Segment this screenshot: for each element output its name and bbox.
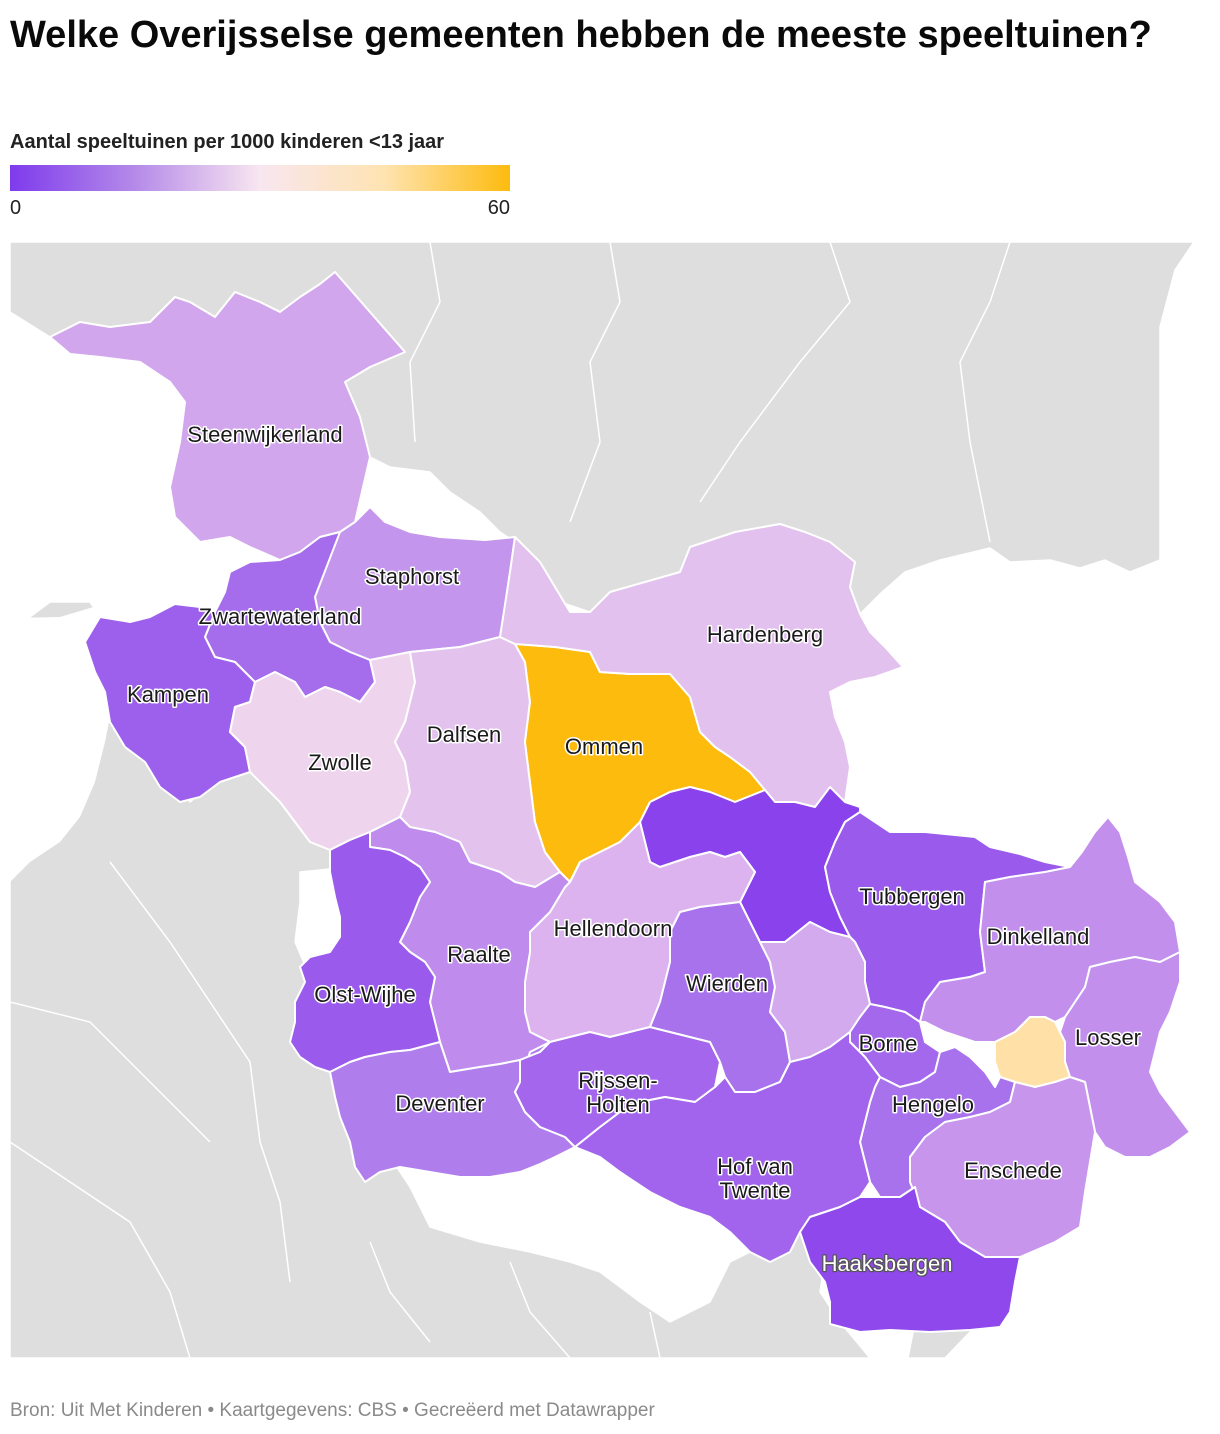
label-hellendoorn: Hellendoorn bbox=[554, 916, 673, 941]
label-tubbergen: Tubbergen bbox=[859, 884, 965, 909]
legend-color-scale bbox=[10, 165, 510, 191]
ijsselmeer-waterway bbox=[10, 557, 245, 882]
label-kampen: Kampen bbox=[127, 682, 209, 707]
source-credit: Bron: Uit Met Kinderen • Kaartgegevens: … bbox=[10, 1400, 655, 1421]
label-enschede: Enschede bbox=[964, 1158, 1062, 1183]
label-hof-van-twente: Hof van Twente bbox=[717, 1154, 793, 1203]
label-zwolle: Zwolle bbox=[308, 750, 372, 775]
legend-gradient-bar bbox=[10, 165, 510, 191]
label-losser: Losser bbox=[1075, 1025, 1141, 1050]
municipality-steenwijkerland[interactable] bbox=[49, 271, 406, 561]
municipality-layer bbox=[49, 271, 1191, 1333]
label-haaksbergen: Haaksbergen bbox=[822, 1251, 953, 1276]
label-dalfsen: Dalfsen bbox=[427, 722, 502, 747]
legend-min-label: 0 bbox=[10, 197, 22, 219]
label-staphorst: Staphorst bbox=[365, 564, 459, 589]
legend-max-label: 60 bbox=[487, 197, 510, 219]
label-wierden: Wierden bbox=[686, 971, 768, 996]
municipality-haaksbergen[interactable] bbox=[799, 1186, 1021, 1333]
label-raalte: Raalte bbox=[447, 942, 511, 967]
label-hengelo: Hengelo bbox=[892, 1092, 974, 1117]
label-dinkelland: Dinkelland bbox=[987, 924, 1090, 949]
background-borders bbox=[10, 242, 1011, 1358]
municipality-hof-van-twente[interactable] bbox=[574, 1031, 881, 1263]
label-deventer: Deventer bbox=[395, 1091, 484, 1116]
label-zwartewaterland: Zwartewaterland bbox=[199, 604, 362, 629]
label-hardenberg: Hardenberg bbox=[707, 622, 823, 647]
chart-title: Welke Overijsselse gemeenten hebben de m… bbox=[10, 14, 1152, 56]
label-olst-wijhe: Olst-Wijhe bbox=[314, 982, 415, 1007]
legend-title: Aantal speeltuinen per 1000 kinderen <13… bbox=[10, 131, 445, 153]
label-borne: Borne bbox=[859, 1031, 918, 1056]
municipality-hardenberg[interactable] bbox=[499, 523, 904, 813]
label-rijssen-holten: Rijssen-Holten bbox=[578, 1068, 657, 1117]
label-ommen: Ommen bbox=[565, 734, 643, 759]
label-steenwijkerland: Steenwijkerland bbox=[187, 422, 342, 447]
